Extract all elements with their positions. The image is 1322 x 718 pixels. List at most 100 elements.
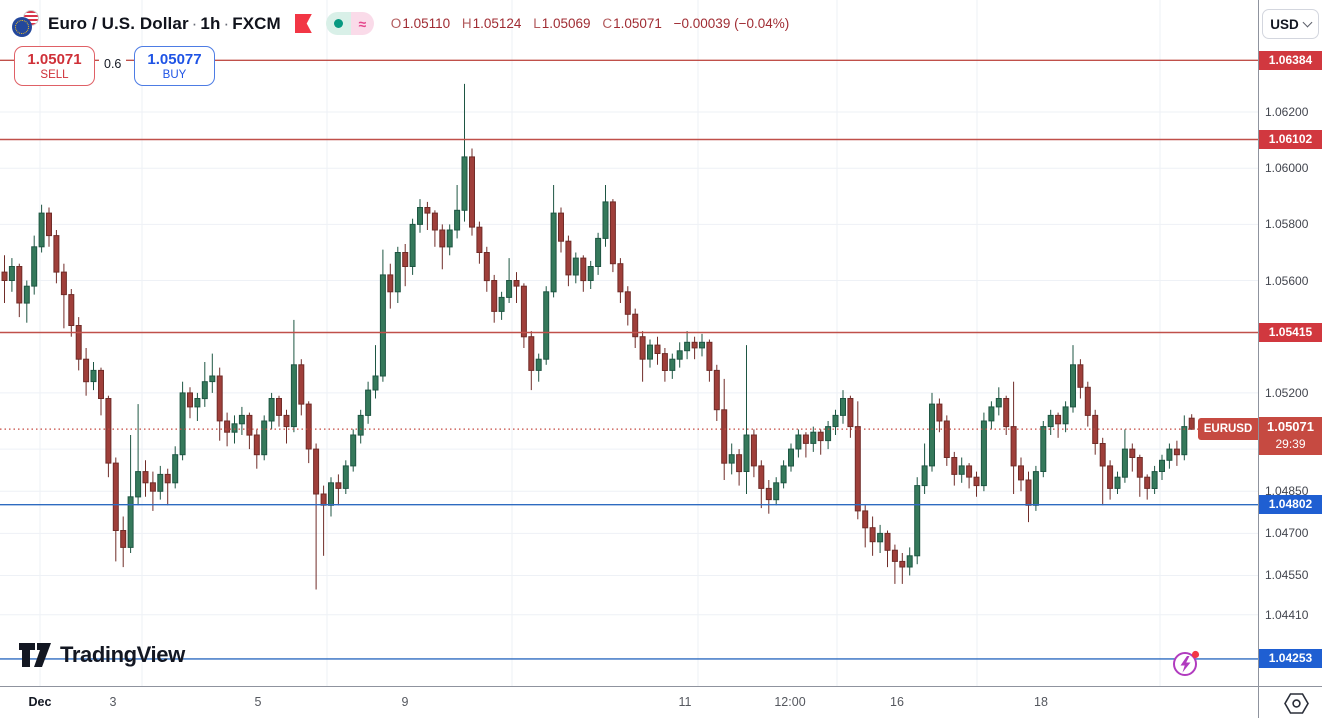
candle bbox=[335, 474, 342, 506]
candle bbox=[320, 485, 327, 556]
candle bbox=[587, 260, 594, 289]
time-axis-label: 9 bbox=[401, 695, 409, 709]
candle bbox=[172, 446, 179, 489]
eu-flag-icon bbox=[12, 17, 32, 37]
candle bbox=[283, 409, 290, 444]
candle bbox=[298, 359, 305, 416]
candle bbox=[1159, 454, 1165, 480]
candle bbox=[661, 348, 668, 382]
candle bbox=[914, 477, 921, 565]
candle bbox=[535, 353, 542, 382]
candle bbox=[854, 401, 861, 520]
alert-lightning-icon[interactable] bbox=[1171, 647, 1203, 684]
candle bbox=[246, 412, 253, 450]
candle bbox=[53, 230, 60, 284]
candle bbox=[713, 364, 720, 421]
candle bbox=[847, 395, 854, 438]
candle bbox=[1121, 429, 1128, 483]
candle bbox=[513, 272, 520, 303]
buy-button[interactable]: 1.05077 BUY bbox=[134, 46, 215, 86]
candle bbox=[75, 317, 82, 371]
candle bbox=[936, 398, 943, 433]
candle bbox=[773, 477, 780, 506]
open-label: O bbox=[390, 16, 402, 31]
candle bbox=[1114, 471, 1121, 494]
eurusd-pair-icon bbox=[12, 10, 39, 37]
candle bbox=[891, 544, 898, 584]
price-axis-label: 1.05200 bbox=[1265, 385, 1309, 400]
candle bbox=[120, 516, 127, 568]
candle bbox=[572, 252, 579, 284]
candle bbox=[476, 221, 483, 264]
candle bbox=[624, 286, 631, 326]
time-axis[interactable]: Dec 3 5 9 11 12:00 16 18 bbox=[0, 686, 1322, 718]
candle bbox=[676, 342, 683, 368]
chart-area[interactable]: Euro / U.S. Dollar · 1h · FXCM ≈ O1.05110 H1… bbox=[0, 0, 1258, 686]
price-alert-label: 1.06384 bbox=[1259, 50, 1322, 70]
high-value: 1.05124 bbox=[472, 16, 522, 31]
candle bbox=[1077, 359, 1084, 399]
chart-settings-icon[interactable] bbox=[1283, 692, 1310, 718]
candle bbox=[261, 415, 268, 461]
candle bbox=[1166, 443, 1173, 469]
candle bbox=[565, 235, 572, 287]
candle bbox=[580, 255, 587, 292]
candle bbox=[528, 331, 535, 391]
candle bbox=[958, 457, 965, 483]
close-value: 1.05071 bbox=[613, 16, 662, 31]
candle bbox=[980, 412, 987, 492]
candle bbox=[899, 553, 906, 584]
flag-bookmark-icon[interactable] bbox=[294, 14, 312, 33]
candle bbox=[417, 199, 423, 233]
candle bbox=[135, 404, 142, 506]
close-label: C bbox=[602, 16, 613, 31]
candle bbox=[409, 218, 416, 275]
candle bbox=[1018, 457, 1024, 492]
symbol-title[interactable]: Euro / U.S. Dollar · 1h · FXCM bbox=[48, 14, 281, 34]
candle bbox=[157, 465, 164, 500]
candle bbox=[802, 432, 809, 458]
candle bbox=[669, 353, 676, 379]
candle bbox=[372, 345, 379, 399]
price-alert-label: 1.04253 bbox=[1259, 649, 1322, 669]
time-axis-label: 3 bbox=[109, 695, 117, 709]
candle bbox=[483, 246, 490, 292]
title-separator: · bbox=[223, 13, 230, 33]
candle bbox=[743, 345, 750, 494]
sell-label: SELL bbox=[40, 68, 69, 81]
candle bbox=[877, 524, 884, 553]
price-axis-label: 1.05600 bbox=[1265, 273, 1309, 288]
candle bbox=[706, 339, 713, 382]
sell-button[interactable]: 1.05071 SELL bbox=[14, 46, 95, 86]
candle bbox=[780, 460, 787, 489]
currency-selector-button[interactable]: USD bbox=[1262, 9, 1319, 39]
time-axis-label: 12:00 bbox=[774, 695, 806, 709]
candle bbox=[253, 429, 260, 469]
candle bbox=[973, 471, 980, 497]
price-axis-label: 1.04410 bbox=[1265, 607, 1309, 622]
candle bbox=[1, 255, 8, 303]
price-axis[interactable]: USD 1.05071 29:39 1.06384 1.06200 1.06102 1… bbox=[1258, 0, 1322, 686]
market-status-pill[interactable]: ≈ bbox=[325, 12, 374, 35]
candle bbox=[647, 339, 653, 368]
low-label: L bbox=[533, 16, 541, 31]
market-open-dot-icon bbox=[333, 19, 343, 28]
candle bbox=[995, 387, 1002, 416]
market-open-indicator bbox=[325, 12, 351, 35]
tradingview-logo[interactable]: TradingView bbox=[18, 642, 185, 668]
candle bbox=[728, 443, 735, 475]
delayed-data-icon: ≈ bbox=[350, 12, 374, 35]
candle bbox=[498, 291, 505, 320]
candle bbox=[469, 148, 475, 236]
time-axis-label: 5 bbox=[254, 695, 262, 709]
candle bbox=[506, 258, 513, 303]
candle bbox=[550, 185, 557, 298]
price-axis-label: 1.04850 bbox=[1265, 484, 1309, 499]
notification-dot-icon bbox=[1191, 650, 1200, 659]
interval-label[interactable]: 1h bbox=[200, 13, 221, 33]
candle bbox=[1055, 412, 1062, 438]
candle bbox=[721, 378, 728, 480]
candle bbox=[1136, 454, 1143, 497]
axis-corner-separator bbox=[1258, 687, 1259, 718]
